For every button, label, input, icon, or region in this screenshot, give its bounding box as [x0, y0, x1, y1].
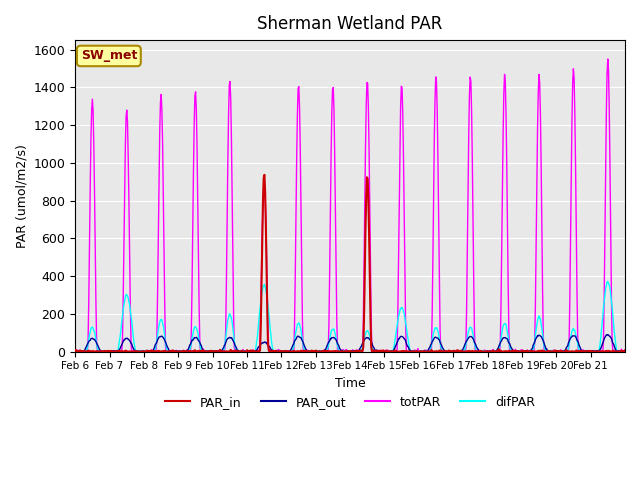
Title: Sherman Wetland PAR: Sherman Wetland PAR [257, 15, 443, 33]
Legend: PAR_in, PAR_out, totPAR, difPAR: PAR_in, PAR_out, totPAR, difPAR [160, 391, 540, 414]
X-axis label: Time: Time [335, 377, 365, 390]
Y-axis label: PAR (umol/m2/s): PAR (umol/m2/s) [15, 144, 28, 248]
Text: SW_met: SW_met [81, 49, 137, 62]
